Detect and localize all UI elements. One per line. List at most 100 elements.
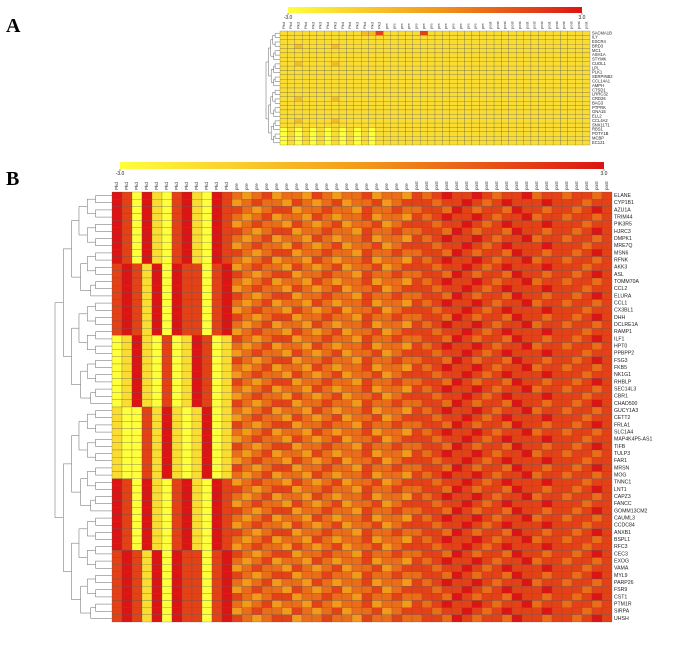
heatmap-cell xyxy=(261,328,273,336)
heatmap-cell xyxy=(131,234,143,243)
heatmap-cell xyxy=(530,70,539,75)
heatmap-cell xyxy=(331,70,340,75)
heatmap-cell xyxy=(309,131,318,137)
heatmap-cell xyxy=(581,263,593,271)
heatmap-cell xyxy=(581,249,593,257)
heatmap-cell xyxy=(351,478,363,486)
heatmap-cell xyxy=(571,543,583,551)
heatmap-cell xyxy=(383,30,391,36)
heatmap-cell xyxy=(131,557,143,565)
heatmap-cell xyxy=(561,421,573,429)
heatmap-cell xyxy=(261,270,273,279)
heatmap-cell xyxy=(541,421,553,429)
heatmap-cell xyxy=(441,500,453,508)
dendrogram-branch xyxy=(95,360,112,368)
heatmap-cell xyxy=(521,614,533,623)
heatmap-cell xyxy=(560,140,568,146)
heatmap-cell xyxy=(121,521,133,529)
heatmap-cell xyxy=(141,500,153,508)
heatmap-cell xyxy=(405,30,413,36)
heatmap-cell xyxy=(508,70,517,75)
heatmap-cell xyxy=(171,191,183,200)
heatmap-cell xyxy=(311,564,323,572)
heatmap-cell xyxy=(471,109,480,115)
heatmap-cell xyxy=(191,270,203,279)
heatmap-cell xyxy=(552,127,561,132)
heatmap-cell xyxy=(351,292,363,300)
heatmap-cell xyxy=(375,35,384,40)
heatmap-cell xyxy=(481,414,493,422)
heatmap-cell xyxy=(161,485,173,494)
heatmap-cell xyxy=(311,492,323,501)
heatmap-cell xyxy=(441,328,453,336)
heatmap-cell xyxy=(551,457,563,465)
heatmap-cell xyxy=(541,256,553,264)
heatmap-cell xyxy=(241,571,253,580)
heatmap-cell xyxy=(390,140,399,146)
heatmap-cell xyxy=(361,356,373,365)
heatmap-cell xyxy=(271,521,283,529)
heatmap-cell xyxy=(451,385,463,393)
heatmap-cell xyxy=(451,342,463,350)
heatmap-cell xyxy=(551,428,563,436)
heatmap-cell xyxy=(493,57,502,62)
heatmap-cell xyxy=(441,263,453,271)
heatmap-cell xyxy=(560,105,568,111)
heatmap-cell xyxy=(391,571,403,580)
heatmap-cell xyxy=(575,101,583,106)
heatmap-cell xyxy=(471,114,480,119)
heatmap-cell xyxy=(371,256,383,264)
heatmap-cell xyxy=(181,342,193,350)
heatmap-cell xyxy=(321,564,333,572)
heatmap-cell xyxy=(431,550,443,558)
heatmap-cell xyxy=(381,535,393,544)
heatmap-cell xyxy=(121,385,133,393)
heatmap-cell xyxy=(353,35,362,40)
heatmap-cell xyxy=(530,136,539,141)
heatmap-cell xyxy=(471,457,483,465)
heatmap-cell xyxy=(141,256,153,264)
heatmap-cell xyxy=(121,428,133,436)
heatmap-cell xyxy=(171,371,183,379)
heatmap-cell xyxy=(531,435,543,443)
heatmap-cell xyxy=(251,435,263,443)
heatmap-cell xyxy=(251,256,263,264)
heatmap-cell xyxy=(161,392,173,400)
heatmap-cell xyxy=(511,371,523,379)
heatmap-cell xyxy=(211,213,223,221)
heatmap-cell xyxy=(571,306,583,314)
heatmap-cell xyxy=(411,191,423,200)
row-label: MRSN xyxy=(614,465,630,471)
heatmap-cell xyxy=(523,140,532,146)
heatmap-cell xyxy=(493,79,502,84)
heatmap-cell xyxy=(601,313,613,322)
heatmap-cell xyxy=(457,101,465,106)
heatmap-cell xyxy=(251,507,263,515)
heatmap-cell xyxy=(191,191,203,200)
dendrogram-branch xyxy=(63,248,72,357)
heatmap-cell xyxy=(561,471,573,479)
row-label: TNNC1 xyxy=(614,480,631,486)
heatmap-cell xyxy=(361,65,369,71)
heatmap-cell xyxy=(281,299,293,307)
heatmap-cell xyxy=(111,285,123,293)
heatmap-cell xyxy=(511,313,523,322)
heatmap-cell xyxy=(390,122,399,128)
heatmap-cell xyxy=(601,435,613,443)
heatmap-cell xyxy=(601,371,613,379)
heatmap-cell xyxy=(321,392,333,400)
heatmap-cell xyxy=(321,600,333,608)
heatmap-cell xyxy=(391,449,403,458)
heatmap-cell xyxy=(390,118,399,124)
heatmap-cell xyxy=(511,256,523,264)
heatmap-cell xyxy=(511,521,523,529)
heatmap-cell xyxy=(397,101,406,106)
heatmap-cell xyxy=(346,101,354,106)
heatmap-cell xyxy=(541,306,553,314)
column-label: Pkd xyxy=(124,182,129,190)
heatmap-cell xyxy=(191,507,203,515)
heatmap-cell xyxy=(401,306,413,314)
heatmap-cell xyxy=(531,543,543,551)
column-label: Pkd xyxy=(296,22,301,29)
heatmap-cell xyxy=(441,220,453,228)
